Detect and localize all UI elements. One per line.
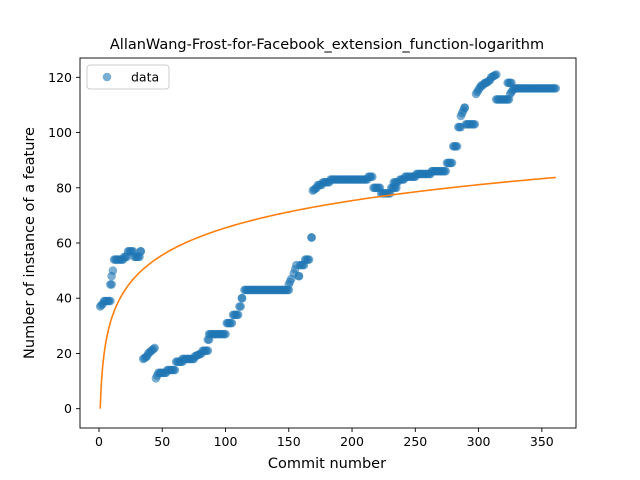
data-point [236, 302, 245, 311]
data-point [237, 293, 247, 303]
data-layer [95, 70, 561, 409]
data-point [441, 166, 450, 176]
legend-label: data [131, 70, 159, 85]
data-point [447, 158, 457, 168]
chart-title: AllanWang-Frost-for-Facebook_extension_f… [110, 37, 544, 53]
data-point [460, 103, 469, 112]
y-axis-label: Number of instance of a feature [22, 127, 38, 359]
data-point [304, 255, 314, 264]
y-tick-label: 100 [48, 125, 72, 140]
data-point [452, 142, 462, 151]
y-tick-label: 60 [56, 236, 72, 251]
data-point [221, 329, 230, 339]
x-tick-label: 250 [403, 434, 427, 449]
y-tick-label: 40 [56, 291, 72, 306]
data-point [367, 172, 377, 182]
data-point [170, 365, 180, 375]
data-point [470, 119, 480, 129]
data-point [294, 271, 304, 281]
x-tick-label: 150 [277, 434, 301, 449]
data-point [227, 318, 237, 328]
y-tick-label: 0 [64, 401, 72, 416]
legend-box [86, 64, 170, 90]
data-point [491, 70, 501, 79]
y-axis: 0 20 40 60 80 100 120 [48, 70, 80, 416]
legend: data [86, 64, 170, 90]
legend-marker [102, 72, 112, 82]
x-axis-label: Commit number [268, 456, 386, 472]
x-tick-label: 0 [95, 434, 103, 449]
x-tick-label: 300 [467, 434, 491, 449]
y-tick-label: 20 [56, 346, 72, 361]
data-point [233, 310, 243, 320]
x-tick-label: 350 [530, 434, 554, 449]
data-point [106, 296, 115, 306]
y-tick-label: 80 [56, 180, 72, 195]
data-point [307, 233, 316, 242]
x-axis: 0 50 100 150 200 250 300 350 [95, 428, 554, 449]
y-tick-label: 120 [48, 70, 72, 85]
x-tick-label: 100 [214, 434, 238, 449]
data-point [108, 266, 118, 275]
data-point [136, 246, 146, 256]
fit-line [99, 176, 556, 409]
data-point [150, 343, 159, 353]
x-tick-label: 200 [340, 434, 364, 449]
data-point [203, 346, 213, 355]
x-tick-label: 50 [154, 434, 170, 449]
data-point [551, 84, 561, 93]
data-point [107, 280, 116, 289]
